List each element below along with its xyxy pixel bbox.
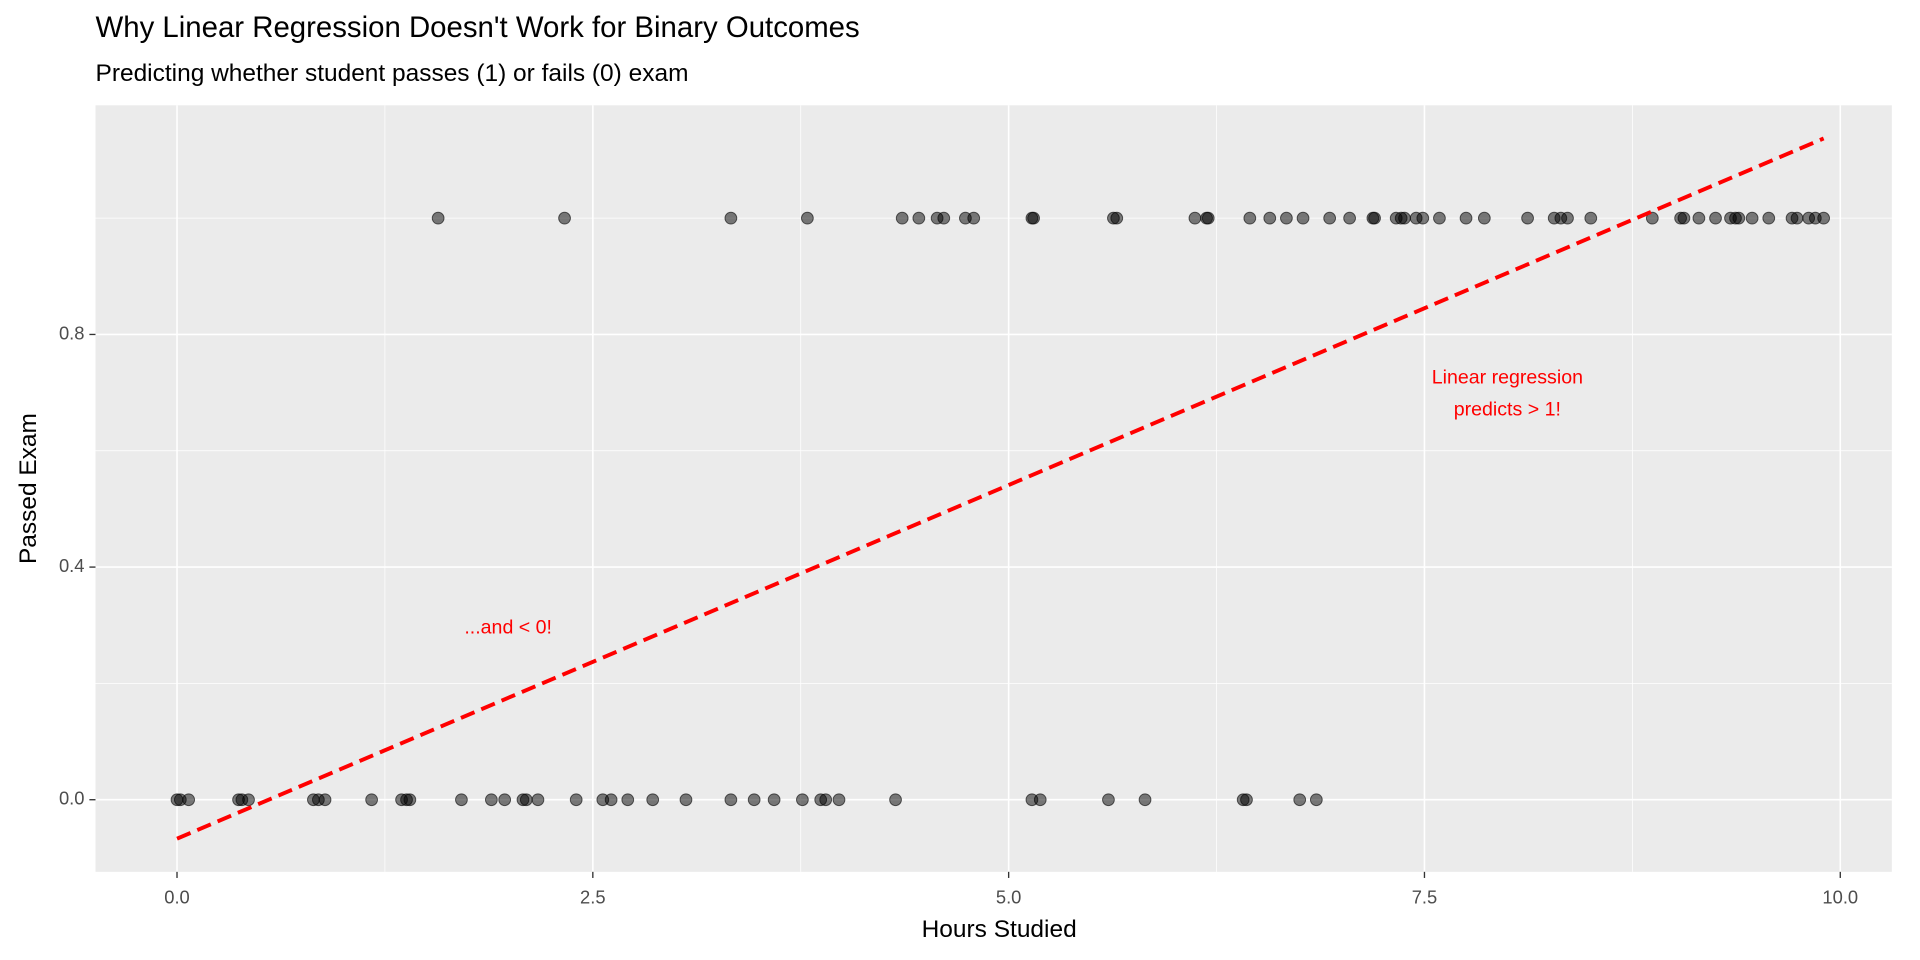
annotation: predicts > 1! [1454, 398, 1561, 420]
point [1584, 211, 1598, 225]
point [1745, 211, 1759, 225]
point [1817, 211, 1831, 225]
point [1280, 211, 1293, 225]
x-tick-label: 5.0 [996, 887, 1022, 908]
point [1433, 211, 1446, 225]
point [747, 793, 761, 807]
x-axis-title: Hours Studied [922, 916, 1077, 943]
point [1293, 793, 1307, 807]
annotation: Linear regression [1432, 367, 1583, 389]
point [1309, 793, 1323, 807]
point [1692, 211, 1706, 225]
point [819, 793, 833, 807]
point [569, 793, 583, 807]
point [1188, 211, 1202, 225]
point [1368, 211, 1381, 225]
point [646, 793, 660, 807]
point [485, 793, 498, 807]
point [1243, 211, 1257, 225]
x-tick-label: 2.5 [580, 887, 606, 908]
point [1709, 211, 1722, 225]
panel-background [95, 105, 1892, 872]
point [531, 793, 545, 807]
point [365, 793, 378, 807]
y-tick-label: 0.4 [59, 555, 85, 576]
point [1790, 211, 1804, 225]
point [1240, 793, 1253, 807]
x-tick-label: 0.0 [164, 887, 190, 908]
point [1110, 211, 1124, 225]
point [912, 211, 926, 225]
point [182, 793, 196, 807]
point [724, 793, 738, 807]
point [679, 793, 693, 807]
point [498, 793, 512, 807]
y-tick-label: 0.8 [59, 322, 85, 343]
point [937, 211, 951, 225]
point [1645, 211, 1659, 225]
point [431, 211, 445, 225]
point [1521, 211, 1534, 225]
chart-subtitle: Predicting whether student passes (1) or… [96, 60, 689, 87]
point [1201, 211, 1215, 225]
point [1102, 793, 1115, 807]
point [1416, 211, 1430, 225]
point [621, 793, 635, 807]
point [1263, 211, 1277, 225]
y-tick-label: 0.0 [59, 788, 85, 809]
annotation: ...and < 0! [464, 616, 552, 638]
point [1033, 793, 1047, 807]
point [1561, 211, 1574, 225]
point [455, 793, 468, 807]
point [403, 793, 417, 807]
point [1398, 211, 1411, 225]
point [832, 793, 846, 807]
point [519, 793, 533, 807]
point [1138, 793, 1152, 807]
point [1732, 211, 1746, 225]
point [967, 211, 981, 225]
point [1296, 211, 1310, 225]
point [801, 211, 814, 225]
point [889, 793, 902, 807]
point [604, 793, 618, 807]
chart-title: Why Linear Regression Doesn't Work for B… [96, 11, 860, 44]
point [1762, 211, 1776, 225]
point [242, 793, 255, 807]
point [1343, 211, 1356, 225]
regression-line [176, 136, 1825, 841]
point [895, 211, 909, 225]
x-tick-label: 10.0 [1822, 887, 1858, 908]
point [767, 793, 781, 807]
point [724, 211, 738, 225]
point [1459, 211, 1473, 225]
point [558, 211, 571, 225]
y-axis-title: Passed Exam [15, 413, 42, 564]
x-tick-label: 7.5 [1412, 887, 1438, 908]
point [1677, 211, 1691, 225]
point [1027, 211, 1040, 225]
point [1477, 211, 1491, 225]
point [1323, 211, 1337, 225]
point [796, 793, 809, 807]
point [318, 793, 332, 807]
